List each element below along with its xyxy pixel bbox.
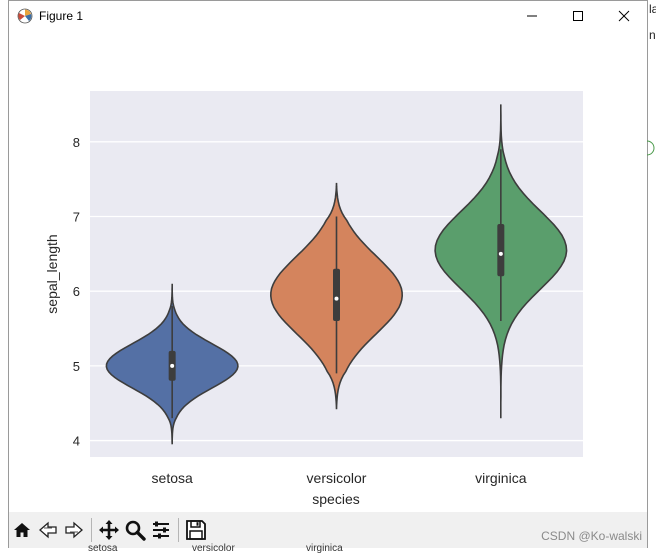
x-tick-label: virginica: [475, 470, 527, 486]
minimize-icon: [527, 15, 537, 17]
y-tick-label: 8: [73, 135, 80, 150]
violin-median-point: [334, 296, 339, 301]
background-text-fragment: la: [649, 2, 656, 16]
background-circle-fragment: [646, 140, 655, 156]
window-title: Figure 1: [39, 9, 84, 23]
toolbar-separator: [91, 518, 92, 542]
pan-icon: [99, 520, 119, 540]
pan-button[interactable]: [96, 516, 122, 544]
home-icon: [14, 523, 30, 537]
violin-iqr-box: [497, 223, 505, 277]
close-icon: [618, 10, 630, 22]
matplotlib-logo-icon: [17, 8, 33, 24]
y-tick-label: 5: [73, 359, 80, 374]
window-controls: [509, 1, 647, 31]
x-axis-label: species: [312, 491, 359, 507]
violin-iqr-box: [333, 268, 340, 322]
background-label: versicolor: [192, 543, 235, 554]
configure-icon: [153, 521, 169, 539]
violin-median-point: [170, 363, 175, 368]
maximize-button[interactable]: [555, 1, 601, 31]
back-icon: [39, 521, 57, 539]
x-tick-label: setosa: [152, 470, 193, 486]
zoom-button[interactable]: [122, 516, 148, 544]
home-button[interactable]: [9, 516, 35, 544]
minimize-button[interactable]: [509, 1, 555, 31]
violin-median-point: [498, 251, 503, 256]
save-icon: [186, 520, 206, 540]
y-tick-label: 6: [73, 284, 80, 299]
y-tick-label: 7: [73, 209, 80, 224]
forward-icon: [65, 521, 83, 539]
background-text-fragment: ne: [649, 28, 656, 42]
x-tick-labels: setosa versicolor virginica: [152, 470, 527, 486]
forward-button[interactable]: [61, 516, 87, 544]
y-axis-label: sepal_length: [44, 234, 60, 313]
save-button[interactable]: [183, 516, 209, 544]
close-button[interactable]: [601, 1, 647, 31]
figure-window: Figure 1 4 5 6 7 8 setosa versicolor virginica…: [8, 0, 648, 548]
y-tick-labels: 4 5 6 7 8: [73, 135, 80, 449]
x-tick-label: versicolor: [307, 470, 367, 486]
y-tick-label: 4: [73, 434, 80, 449]
violins: [105, 104, 568, 445]
navigation-toolbar: [9, 512, 647, 548]
configure-button[interactable]: [148, 516, 174, 544]
title-bar: Figure 1: [9, 1, 647, 31]
background-label: setosa: [88, 543, 118, 554]
background-label: virginica: [306, 543, 343, 554]
maximize-icon: [573, 11, 583, 21]
back-button[interactable]: [35, 516, 61, 544]
toolbar-separator: [178, 518, 179, 542]
watermark: CSDN @Ko-walski: [541, 529, 642, 543]
zoom-icon: [125, 520, 146, 541]
